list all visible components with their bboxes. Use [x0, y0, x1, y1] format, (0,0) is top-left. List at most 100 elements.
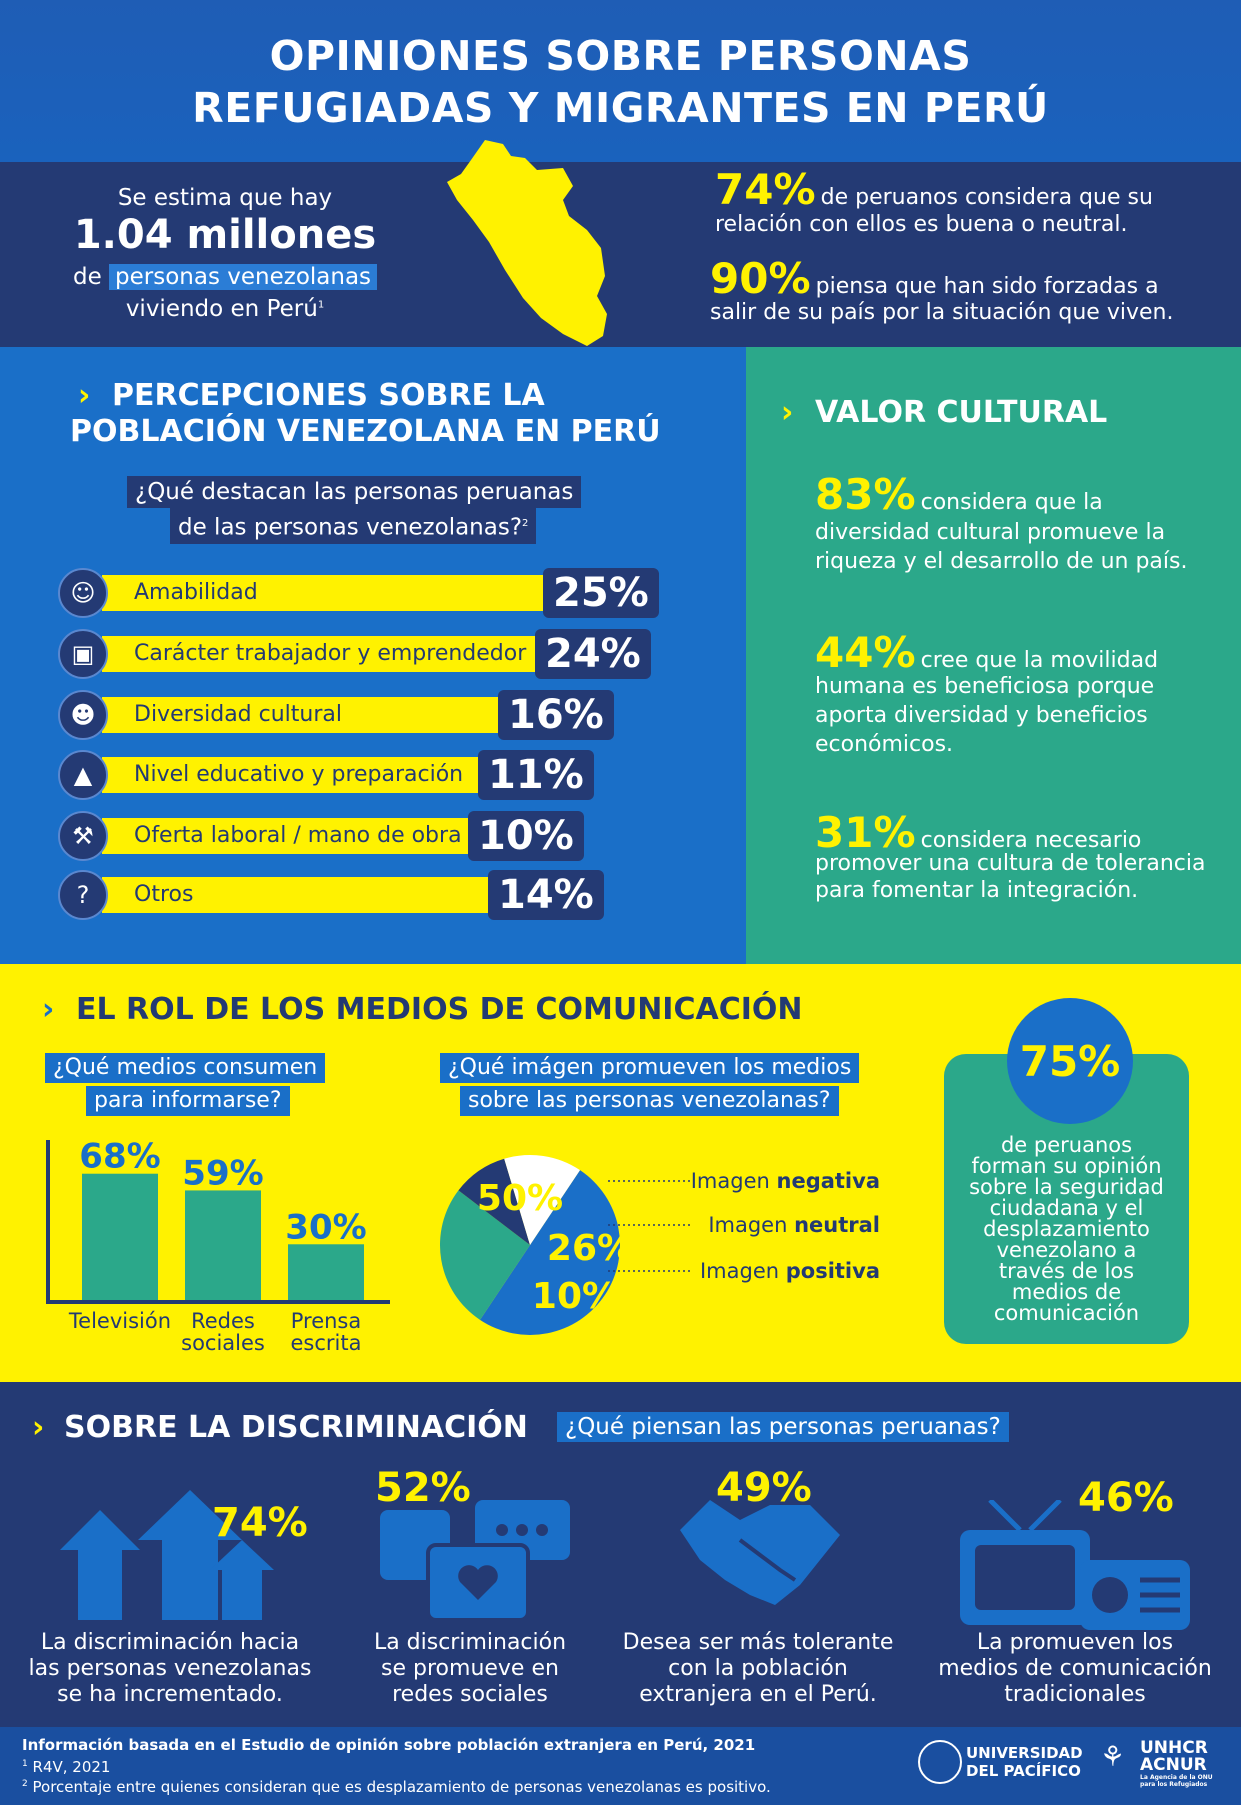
- chevron-right-icon: ›: [42, 992, 55, 1027]
- valor-stat-1-a: considera que la: [920, 490, 1103, 515]
- perception-row: ? Otros 14%: [58, 870, 678, 920]
- perception-value: 25%: [543, 568, 659, 618]
- peru-map-icon: [447, 140, 607, 346]
- unhcr-logo: UNHCR ACNUR La Agencia de la ONU para lo…: [1140, 1738, 1230, 1789]
- perceptions-footnote-ref: 2: [522, 518, 529, 529]
- intro-highlight: personas venezolanas: [109, 264, 378, 290]
- pie-slice: [440, 1190, 530, 1320]
- chevron-right-icon: ›: [78, 378, 91, 413]
- discrimination-text-line: tradicionales: [1004, 1682, 1146, 1707]
- perception-bar: [102, 697, 562, 733]
- perceptions-title-line-1: PERCEPCIONES SOBRE LA: [112, 378, 545, 413]
- perception-row: ☺ Amabilidad 25%: [58, 568, 678, 618]
- perception-value: 11%: [478, 750, 594, 800]
- intro-line-3: de personas venezolanas: [50, 264, 400, 290]
- intro-line-4-text: viviendo en Perú: [125, 296, 318, 322]
- pie-slice: [458, 1158, 530, 1245]
- chat-bubbles-icon: [380, 1500, 570, 1622]
- discrimination-text: La promueven los medios de comunicación tr…: [925, 1630, 1225, 1708]
- perception-row: ⚒ Oferta laboral / mano de obra 10%: [58, 811, 678, 861]
- valor-stat-1-pct: 83%: [815, 470, 916, 519]
- discrimination-pct: 52%: [375, 1465, 471, 1511]
- pie-slice: [479, 1170, 620, 1335]
- perception-label: Oferta laboral / mano de obra: [134, 823, 462, 848]
- chevron-right-icon: ›: [32, 1410, 45, 1445]
- pie-legend-entry: Imagen positiva: [700, 1259, 880, 1283]
- perceptions-question-line-1: ¿Qué destacan las personas peruanas: [127, 476, 582, 508]
- title-line-1: OPINIONES SOBRE PERSONAS: [269, 32, 972, 80]
- perceptions-title: › PERCEPCIONES SOBRE LA: [78, 378, 545, 414]
- media-bar-value: 59%: [182, 1153, 263, 1193]
- valor-stat-2-c: aporta diversidad y beneficios: [815, 703, 1148, 728]
- perception-bar: [102, 877, 552, 913]
- perceptions-title-line-2: POBLACIÓN VENEZOLANA EN PERÚ: [70, 414, 661, 449]
- valor-stat-1-b: diversidad cultural promueve la: [815, 520, 1166, 545]
- discrimination-text-line: extranjera en el Perú.: [639, 1682, 877, 1707]
- perception-bar: [102, 818, 532, 854]
- valor-stat-3-b: promover una cultura de tolerancia: [815, 851, 1206, 876]
- perception-label: Otros: [134, 882, 194, 907]
- perception-row: ▲ Nivel educativo y preparación 11%: [58, 750, 678, 800]
- opinion-card-line: forman su opinión: [971, 1154, 1162, 1178]
- intro-line-3-pre: de: [72, 264, 102, 290]
- universidad-logo: UNIVERSIDAD DEL PACÍFICO: [966, 1744, 1083, 1780]
- valor-stat-1-c: riqueza y el desarrollo de un país.: [815, 549, 1188, 574]
- valor-stat-2-a: cree que la movilidad: [920, 648, 1159, 673]
- header-band: [0, 0, 1241, 162]
- discrimination-text-line: se promueve en: [381, 1656, 559, 1681]
- media-bar: [82, 1173, 158, 1300]
- footer-note-2-text: Porcentaje entre quienes consideran que …: [32, 1778, 771, 1796]
- opinion-card-line: desplazamiento: [983, 1217, 1150, 1241]
- media-pie-chart: 50% Imagen negativa 26% Imagen neutral 10% Im…: [440, 1155, 880, 1335]
- media-bar: [288, 1244, 364, 1300]
- opinion-card-line: sobre la seguridad: [969, 1175, 1164, 1199]
- perceptions-question-text: de las personas venezolanas?: [178, 514, 523, 541]
- footer: [0, 1727, 1241, 1805]
- media-bar-value: 30%: [285, 1207, 366, 1247]
- page-title: OPINIONES SOBRE PERSONAS REFUGIADAS Y MI…: [0, 30, 1241, 134]
- footer-note-1-text: R4V, 2021: [32, 1758, 111, 1776]
- universidad-seal-icon: [918, 1740, 962, 1784]
- valor-title-text: VALOR CULTURAL: [815, 395, 1108, 430]
- valor-title: › VALOR CULTURAL: [781, 395, 1108, 431]
- unhcr-logo-c: La Agencia de la ONU para los Refugiados: [1140, 1774, 1213, 1788]
- intro-stat-2-text-a: piensa que han sido forzadas a: [815, 274, 1159, 299]
- valor-stat-2-b: humana es beneficiosa porque: [815, 674, 1155, 699]
- unhcr-logo-a: UNHCR: [1140, 1738, 1208, 1758]
- opinion-card-line: comunicación: [993, 1301, 1140, 1325]
- discrimination-text-line: La promueven los: [976, 1630, 1174, 1655]
- media-question-2-line-2: sobre las personas venezolanas?: [460, 1086, 839, 1116]
- smile-icon: ☺: [58, 568, 108, 618]
- pie-slice: [504, 1155, 581, 1245]
- perception-label: Amabilidad: [134, 580, 258, 605]
- perception-value: 24%: [535, 629, 651, 679]
- handshake-icon: [680, 1500, 840, 1605]
- intro-footnote-ref: 1: [317, 299, 325, 311]
- opinion-card-line: través de los: [998, 1259, 1135, 1283]
- discrimination-text-line: las personas venezolanas: [28, 1656, 312, 1681]
- arrows-up-icon: [60, 1490, 274, 1620]
- perception-bar: [102, 757, 542, 793]
- media-bar: [185, 1190, 261, 1300]
- opinion-card-text: de peruanos forman su opinión sobre la seg…: [944, 1135, 1189, 1324]
- media-bar-label-2: sociales: [181, 1331, 265, 1355]
- title-line-2: REFUGIADAS Y MIGRANTES EN PERÚ: [192, 84, 1049, 132]
- intro-stat-1-text-a: de peruanos considera que su: [820, 185, 1153, 210]
- media-bar-value: 68%: [79, 1137, 160, 1177]
- perception-label: Diversidad cultural: [134, 702, 342, 727]
- discrimination-text: La discriminación se promueve en redes soc…: [320, 1630, 620, 1708]
- valor-cultural-section: [746, 347, 1241, 964]
- perception-value: 14%: [488, 870, 604, 920]
- discrimination-text-line: medios de comunicación: [938, 1656, 1212, 1681]
- valor-stat-1: 83% considera que la: [815, 470, 1225, 519]
- media-bar-label: Prensa: [291, 1309, 362, 1333]
- pie-slice-label: 10%: [532, 1276, 618, 1317]
- discrimination-text-line: con la población: [668, 1656, 848, 1681]
- footer-note-1-ref: 1: [22, 1759, 28, 1769]
- intro-stat-2-text-b: salir de su país por la situación que vi…: [710, 300, 1174, 325]
- media-question-1-line-2: para informarse?: [86, 1086, 290, 1116]
- perception-label: Nivel educativo y preparación: [134, 762, 464, 787]
- valor-stat-2-d: económicos.: [815, 732, 954, 757]
- intro-stat-2-pct: 90%: [710, 254, 811, 303]
